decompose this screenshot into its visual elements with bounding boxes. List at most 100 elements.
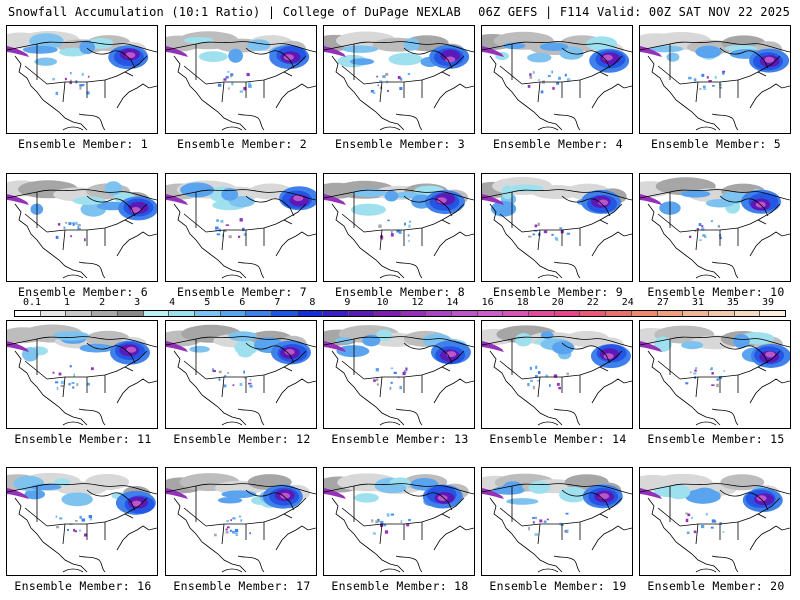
moderate-snow-area: [539, 42, 569, 51]
boundary-line: [341, 203, 465, 233]
boundary-line: [482, 41, 632, 53]
snow-speck: [564, 73, 567, 77]
moderate-snow-area: [695, 45, 722, 59]
boundary-line: [521, 513, 609, 527]
snow-speck: [710, 526, 714, 529]
boundary-line: [679, 366, 767, 380]
boundary-line: [695, 568, 717, 573]
ensemble-member-label: Ensemble Member: 17: [173, 579, 311, 593]
boundary-line: [116, 83, 157, 109]
colorbar-segment: [426, 311, 452, 316]
boundary-line: [379, 126, 401, 131]
snow-speck: [551, 233, 554, 236]
boundary-line: [36, 339, 106, 398]
boundary-line: [205, 219, 293, 233]
snow-speck: [74, 221, 78, 225]
snow-speck: [405, 367, 408, 371]
boundary-line: [749, 231, 790, 257]
snow-speck: [225, 528, 228, 531]
boundary-line: [62, 126, 84, 131]
snow-speck: [60, 380, 64, 385]
moderate-snow-area: [349, 58, 375, 66]
moderate-snow-area: [666, 52, 680, 62]
snow-speck: [78, 227, 81, 230]
snow-speck: [693, 372, 697, 375]
snow-speck: [700, 524, 705, 529]
boundary-line: [353, 44, 423, 103]
snow-speck: [713, 520, 717, 523]
boundary-line: [221, 126, 243, 131]
ensemble-member-label: Ensemble Member: 6: [17, 285, 149, 299]
snow-speck: [535, 365, 538, 369]
snow-speck: [52, 371, 55, 374]
snow-speck: [699, 88, 702, 90]
snow-speck: [407, 73, 411, 75]
snow-speck: [387, 219, 390, 222]
snow-speck: [373, 91, 376, 94]
snow-speck: [390, 381, 393, 384]
boundary-line: [561, 342, 611, 364]
snow-speck: [527, 84, 531, 88]
snow-speck: [238, 515, 242, 518]
boundary-line: [36, 44, 106, 103]
snow-speck: [223, 78, 227, 81]
snow-speck: [226, 520, 229, 523]
snow-speck: [699, 239, 702, 241]
boundary-line: [499, 497, 623, 527]
snow-speck: [71, 382, 75, 384]
snow-speck: [710, 367, 713, 369]
snow-speck: [543, 520, 547, 524]
boundary-line: [24, 203, 148, 233]
snow-speck: [407, 234, 410, 237]
snow-speck: [534, 533, 538, 536]
snow-speck: [698, 223, 702, 227]
snow-speck: [249, 378, 252, 382]
snow-speck: [246, 72, 250, 77]
snow-speck: [538, 79, 540, 81]
heavy-snow-core: [598, 199, 609, 206]
boundary-line: [116, 525, 157, 551]
boundary-line: [695, 274, 717, 279]
boundary-line: [695, 126, 717, 131]
snow-speck: [400, 520, 403, 524]
moderate-snow-area: [733, 334, 750, 349]
boundary-line: [489, 497, 563, 573]
snow-speck: [69, 80, 72, 85]
colorbar-segment: [606, 311, 632, 316]
snow-speck: [564, 530, 568, 533]
moderate-snow-area: [350, 203, 386, 216]
boundary-line: [669, 192, 739, 251]
boundary-line: [331, 497, 405, 573]
boundary-line: [7, 336, 157, 348]
snow-speck: [685, 518, 689, 523]
ensemble-member-label: Ensemble Member: 5: [650, 137, 782, 151]
snow-speck: [68, 383, 71, 386]
snow-speck: [217, 83, 222, 87]
boundary-line: [183, 497, 307, 527]
colorbar-segment: [477, 311, 504, 316]
snow-speck: [64, 77, 67, 81]
heavy-snow-core: [756, 495, 767, 502]
boundary-line: [749, 83, 790, 109]
snow-speck: [532, 385, 535, 390]
colorbar-tick-label: 8: [309, 297, 316, 308]
colorbar-tick-label: 1: [64, 297, 71, 308]
boundary-line: [353, 192, 423, 251]
ensemble-member-label: Ensemble Member: 2: [176, 137, 308, 151]
member-map-panel: [639, 320, 791, 429]
snow-speck: [537, 371, 541, 375]
boundary-line: [403, 195, 453, 217]
colorbar-tick-label: 18: [516, 297, 529, 308]
snow-speck: [716, 383, 719, 388]
colorbar-tick-label: 27: [656, 297, 669, 308]
snow-speck: [712, 84, 715, 87]
snowfall-map: [324, 31, 474, 131]
model-run-info: 06Z GEFS | F114 Valid: 00Z SAT NOV 22 20…: [478, 5, 790, 19]
boundary-line: [640, 336, 790, 348]
colorbar-tick-label: 39: [761, 297, 775, 308]
boundary-line: [511, 486, 581, 545]
snow-speck: [556, 382, 560, 386]
snow-speck: [385, 72, 389, 76]
snow-speck: [218, 378, 221, 381]
snow-speck: [248, 382, 252, 385]
